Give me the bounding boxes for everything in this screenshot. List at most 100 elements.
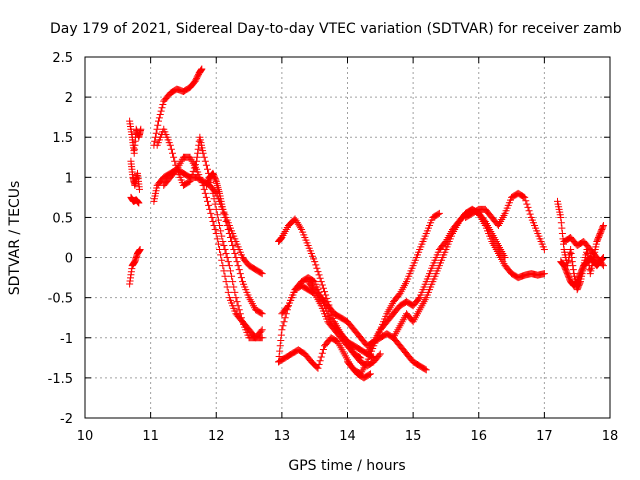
data-point bbox=[205, 201, 213, 209]
data-point bbox=[599, 223, 607, 231]
x-tick-label: 10 bbox=[77, 429, 94, 444]
data-point bbox=[311, 258, 319, 266]
data-point bbox=[226, 267, 234, 275]
data-point bbox=[314, 364, 322, 372]
data-point bbox=[153, 125, 161, 133]
data-point bbox=[156, 110, 164, 118]
data-point bbox=[540, 246, 548, 254]
chart-title: Day 179 of 2021, Sidereal Day-to-day VTE… bbox=[50, 21, 622, 37]
x-axis-label: GPS time / hours bbox=[288, 458, 405, 474]
data-point bbox=[231, 288, 239, 296]
y-tick-label: -1.5 bbox=[48, 372, 73, 387]
data-point bbox=[211, 200, 219, 208]
data-point bbox=[229, 278, 237, 286]
data-point bbox=[434, 210, 442, 218]
series-arc-7 bbox=[153, 125, 266, 342]
y-tick-label: 1.5 bbox=[52, 131, 73, 146]
data-point bbox=[206, 205, 214, 213]
axis-ticks bbox=[84, 56, 611, 419]
data-point bbox=[540, 270, 548, 278]
data-point bbox=[276, 347, 284, 355]
data-point bbox=[569, 262, 577, 270]
series-arc-9 bbox=[202, 169, 266, 318]
data-point bbox=[370, 354, 378, 362]
data-point bbox=[318, 349, 326, 357]
data-point bbox=[157, 107, 165, 115]
data-point bbox=[586, 266, 594, 274]
data-point bbox=[357, 354, 365, 362]
data-point bbox=[231, 250, 239, 258]
data-point bbox=[200, 185, 208, 193]
data-point bbox=[599, 262, 607, 270]
data-point bbox=[322, 291, 330, 299]
data-point bbox=[214, 216, 222, 224]
data-point bbox=[209, 189, 217, 197]
data-point bbox=[214, 240, 222, 248]
data-point bbox=[232, 254, 240, 262]
data-point bbox=[567, 250, 575, 258]
data-point bbox=[233, 298, 241, 306]
data-point bbox=[232, 294, 240, 302]
data-point bbox=[558, 229, 566, 237]
x-tick-label: 13 bbox=[274, 429, 291, 444]
data-point bbox=[277, 336, 285, 344]
data-point bbox=[376, 350, 384, 358]
data-point bbox=[228, 272, 236, 280]
data-point bbox=[276, 342, 284, 350]
data-point bbox=[230, 283, 238, 291]
x-tick-label: 14 bbox=[339, 429, 356, 444]
data-point bbox=[314, 268, 322, 276]
series-arc-2 bbox=[127, 157, 143, 193]
data-point bbox=[521, 193, 529, 201]
data-point bbox=[598, 260, 606, 268]
data-point bbox=[223, 221, 231, 229]
data-point bbox=[280, 318, 288, 326]
data-point bbox=[222, 250, 230, 258]
data-point bbox=[313, 264, 321, 272]
x-tick-label: 18 bbox=[602, 429, 619, 444]
data-point bbox=[155, 117, 162, 125]
x-tick-label: 11 bbox=[142, 429, 159, 444]
data-point bbox=[212, 205, 220, 213]
series-arc-3 bbox=[127, 193, 143, 207]
data-point bbox=[235, 306, 243, 314]
series-arc-21 bbox=[560, 234, 607, 270]
data-point bbox=[224, 258, 232, 266]
data-point bbox=[317, 353, 325, 361]
y-tick-label: 0.5 bbox=[52, 211, 73, 226]
data-point bbox=[520, 193, 528, 201]
data-point bbox=[135, 185, 143, 193]
data-point bbox=[202, 193, 210, 201]
data-point bbox=[171, 157, 179, 165]
data-point bbox=[212, 229, 220, 237]
data-point bbox=[365, 371, 373, 379]
x-tick-label: 15 bbox=[405, 429, 422, 444]
data-point bbox=[198, 65, 206, 73]
data-point bbox=[421, 365, 429, 373]
data-point bbox=[279, 322, 287, 330]
series-arc-1 bbox=[126, 117, 145, 157]
data-point bbox=[258, 310, 266, 318]
x-tick-label: 17 bbox=[536, 429, 553, 444]
x-tick-label: 16 bbox=[470, 429, 487, 444]
data-point bbox=[218, 256, 226, 264]
data-point bbox=[212, 176, 220, 184]
data-point bbox=[233, 258, 241, 266]
data-point bbox=[195, 137, 203, 145]
data-point bbox=[278, 326, 286, 334]
data-point bbox=[375, 351, 383, 359]
data-point bbox=[283, 303, 291, 311]
series-arc-18 bbox=[462, 189, 548, 254]
data-point bbox=[208, 213, 216, 221]
data-point bbox=[194, 145, 202, 153]
series-arc-5 bbox=[150, 65, 206, 149]
data-point bbox=[316, 357, 324, 365]
data-point bbox=[319, 284, 327, 292]
data-point bbox=[222, 217, 230, 225]
data-point bbox=[522, 197, 530, 205]
data-point bbox=[185, 178, 193, 186]
y-tick-label: 0 bbox=[65, 252, 73, 267]
data-point bbox=[207, 209, 215, 217]
data-point bbox=[136, 246, 144, 254]
